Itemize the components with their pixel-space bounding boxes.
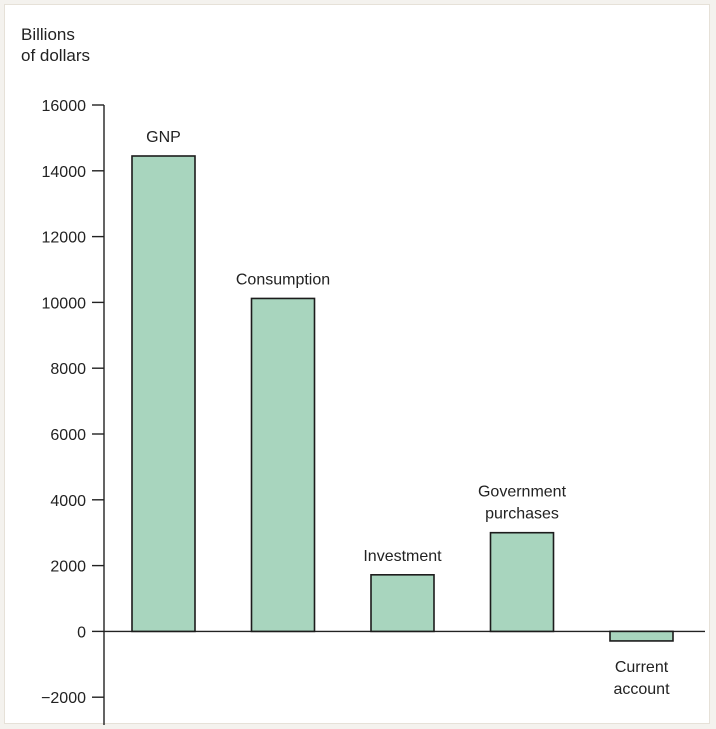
y-axis-title-line: of dollars bbox=[21, 46, 90, 65]
y-axis-ticks: 16000 14000 12000 10000 8000 6000 4000 2000 0 −20… bbox=[41, 98, 104, 707]
y-axis-title: Billions of dollars bbox=[21, 25, 90, 65]
bar-label: Investment bbox=[363, 548, 442, 565]
bar-chart: Billions of dollars 16000 14000 12000 10000 8… bbox=[21, 25, 705, 725]
y-tick-label: 16000 bbox=[42, 98, 87, 115]
bar-label: Current bbox=[615, 659, 669, 676]
y-tick-label: 4000 bbox=[50, 493, 86, 510]
y-tick-label: 6000 bbox=[50, 427, 86, 444]
y-tick-label: 14000 bbox=[42, 164, 87, 181]
y-tick-label: 8000 bbox=[50, 361, 86, 378]
bar-gnp bbox=[131, 155, 196, 633]
y-tick-label: 12000 bbox=[42, 230, 87, 247]
bars bbox=[131, 155, 674, 642]
bar-label: GNP bbox=[146, 129, 181, 146]
bar-government-purchases bbox=[489, 531, 555, 633]
bar-label: account bbox=[613, 681, 670, 698]
bar-consumption bbox=[250, 297, 316, 633]
bar-label: purchases bbox=[485, 506, 559, 523]
bar-investment bbox=[370, 574, 435, 633]
y-axis-title-line: Billions bbox=[21, 25, 75, 44]
bar-labels: GNP Consumption Investment Government purcha… bbox=[146, 129, 670, 698]
chart-frame: Billions of dollars 16000 14000 12000 10000 8… bbox=[4, 4, 710, 725]
y-tick-label: 0 bbox=[77, 624, 86, 641]
bar-current-account bbox=[609, 630, 674, 642]
y-tick-label: 10000 bbox=[42, 295, 87, 312]
y-tick-label: 2000 bbox=[50, 559, 86, 576]
bar-label: Consumption bbox=[236, 271, 330, 288]
y-tick-label: −2000 bbox=[41, 690, 86, 707]
bar-label: Government bbox=[478, 484, 567, 501]
